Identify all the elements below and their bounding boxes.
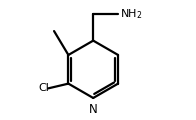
Text: NH$_2$: NH$_2$ (120, 7, 142, 21)
Text: N: N (89, 103, 98, 116)
Text: Cl: Cl (38, 83, 49, 93)
